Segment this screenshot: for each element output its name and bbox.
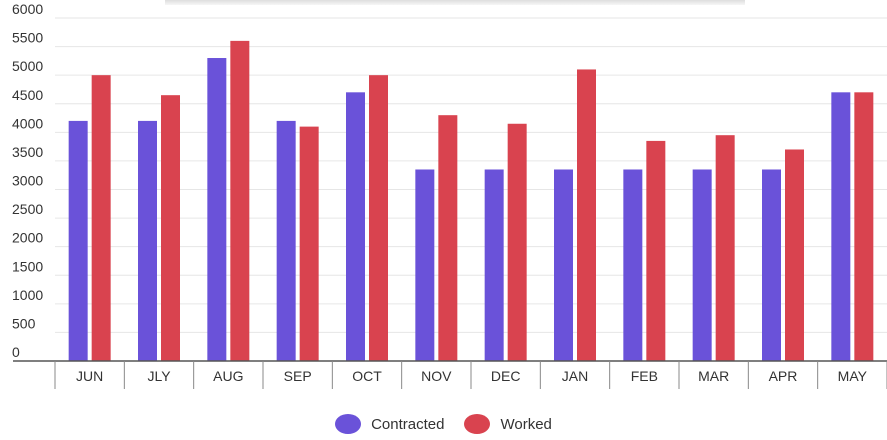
x-tick-label-mar: MAR: [698, 368, 729, 384]
x-tick-label-nov: NOV: [421, 368, 452, 384]
x-tick-label-oct: OCT: [352, 368, 382, 384]
legend-label-worked: Worked: [500, 415, 552, 433]
y-tick-label: 5500: [12, 30, 43, 46]
bar-contracted-aug[interactable]: [207, 58, 227, 362]
bar-worked-may[interactable]: [854, 92, 874, 362]
legend-swatch-worked: [464, 414, 491, 434]
bar-worked-oct[interactable]: [369, 75, 388, 362]
bar-worked-aug[interactable]: [230, 40, 250, 361]
chart-title-bar: [165, 0, 745, 5]
bar-contracted-sep[interactable]: [276, 120, 296, 362]
x-tick-label-aug: AUG: [213, 368, 243, 384]
bar-contracted-jun[interactable]: [68, 120, 88, 362]
bar-contracted-jly[interactable]: [138, 120, 157, 362]
x-axis: JUN JLY AUG SEP OCT NOV DEC JAN FEB MAR APR MAY: [13, 360, 887, 389]
x-tick-label-jly: JLY: [147, 368, 171, 384]
y-tick-label: 1000: [12, 287, 43, 303]
bar-worked-jun[interactable]: [91, 75, 111, 362]
bar-worked-sep[interactable]: [299, 126, 319, 361]
bar-contracted-dec[interactable]: [484, 169, 504, 361]
bar-contracted-nov[interactable]: [415, 169, 435, 361]
y-tick-label: 4500: [12, 87, 43, 103]
y-tick-label: 500: [12, 315, 36, 331]
bar-worked-jan[interactable]: [577, 69, 596, 361]
bar-contracted-mar[interactable]: [692, 169, 712, 361]
x-tick-label-apr: APR: [769, 368, 798, 384]
bar-contracted-may[interactable]: [831, 92, 851, 362]
x-tick-label-may: MAY: [838, 368, 868, 384]
bar-contracted-apr[interactable]: [762, 169, 781, 361]
bar-worked-dec[interactable]: [507, 123, 527, 361]
x-tick-label-dec: DEC: [491, 368, 521, 384]
y-tick-label: 3500: [12, 144, 43, 160]
bar-chart: 0 500 1000 1500 2000 2500 3000 3500 4000 4500 5000…: [12, 1, 887, 389]
gridlines: [55, 17, 887, 333]
bar-worked-mar[interactable]: [715, 135, 735, 361]
x-tick-label-jun: JUN: [76, 368, 103, 384]
legend-item-contracted[interactable]: Contracted: [335, 414, 444, 434]
legend-label-contracted: Contracted: [371, 415, 445, 433]
y-axis-ticks: 0 500 1000 1500 2000 2500 3000 3500 4000 4500 5000…: [12, 1, 43, 360]
y-tick-label: 2000: [12, 230, 43, 246]
y-tick-label: 1500: [12, 258, 43, 274]
bar-contracted-jan[interactable]: [554, 169, 573, 361]
y-tick-label: 3000: [12, 173, 43, 189]
legend: Contracted Worked: [0, 410, 887, 438]
bars: [68, 40, 874, 362]
x-tick-label-sep: SEP: [284, 368, 312, 384]
bar-worked-feb[interactable]: [646, 140, 666, 361]
bar-worked-jly[interactable]: [161, 95, 180, 362]
x-tick-label-jan: JAN: [562, 368, 588, 384]
y-tick-label: 6000: [12, 1, 43, 17]
y-tick-label: 4000: [12, 115, 43, 131]
y-tick-label: 2500: [12, 201, 43, 217]
y-tick-label: 0: [12, 344, 20, 360]
legend-item-worked[interactable]: Worked: [464, 414, 552, 434]
bar-worked-nov[interactable]: [438, 115, 458, 361]
x-tick-label-feb: FEB: [631, 368, 658, 384]
bar-contracted-oct[interactable]: [346, 92, 365, 362]
legend-swatch-contracted: [335, 414, 362, 434]
bar-worked-apr[interactable]: [785, 149, 804, 361]
bar-contracted-feb[interactable]: [623, 169, 643, 361]
y-tick-label: 5000: [12, 58, 43, 74]
